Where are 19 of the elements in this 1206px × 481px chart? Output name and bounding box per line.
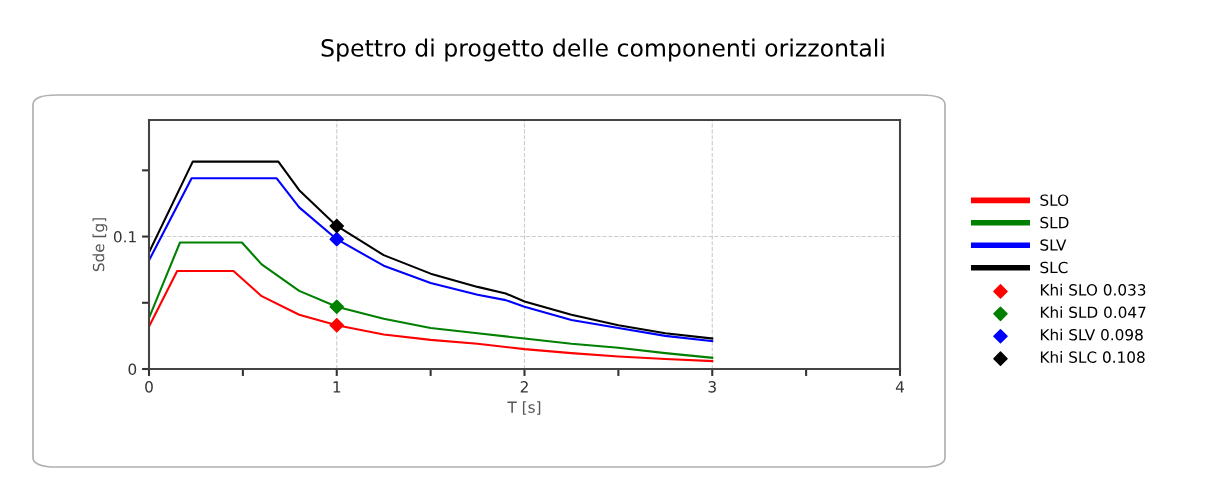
legend-label: SLC [1040,261,1068,274]
x-tick-label: 1 [333,381,341,393]
legend-label: Khi SLV 0.098 [1040,328,1143,341]
x-tick-label: 3 [708,381,716,393]
legend-label: SLD [1040,216,1069,229]
line-series [149,241,714,359]
chart-title: Spettro di progetto delle componenti orizzontali [321,38,884,62]
x-tick-label: 0 [145,381,153,393]
legend-label: Khi SLO 0.033 [1040,283,1146,296]
legend-label: Khi SLD 0.047 [1040,306,1146,319]
legend-label: SLO [1040,194,1069,206]
legend-label: Khi SLC 0.108 [1040,351,1145,363]
x-axis-title: T [s] [507,401,541,415]
legend-label: SLV [1040,239,1067,251]
x-tick-label: 2 [520,381,528,393]
line-series [149,269,714,363]
y-axis-title: Sde [g] [92,218,108,272]
y-tick-label: 0.1 [113,231,136,243]
x-tick-label: 4 [895,381,904,393]
